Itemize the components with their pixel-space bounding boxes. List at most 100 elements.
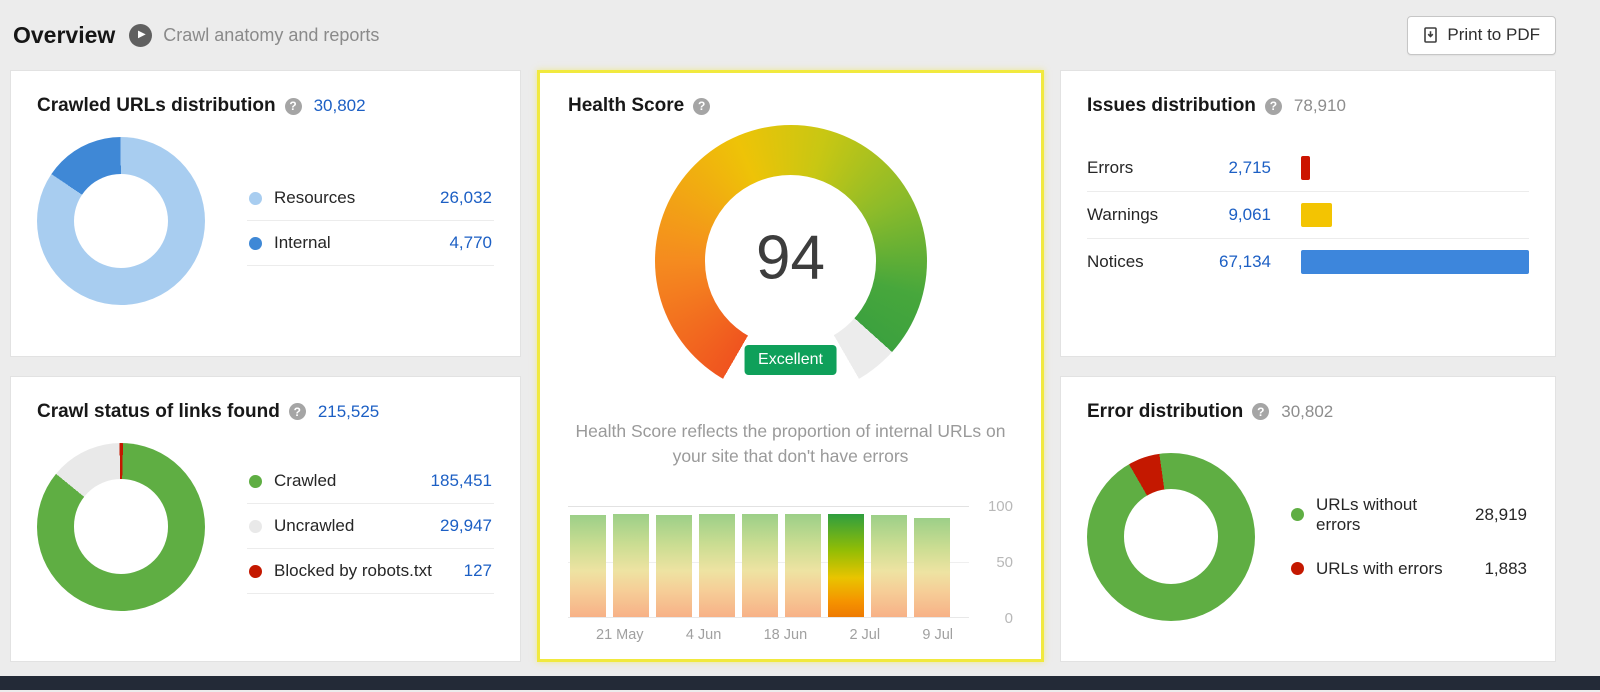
history-plot-area xyxy=(568,506,969,618)
page-header: Overview ▶ Crawl anatomy and reports Pri… xyxy=(0,0,1600,70)
card-title: Health Score xyxy=(568,95,685,116)
issue-row-warnings: Warnings 9,061 xyxy=(1087,192,1529,239)
history-bar-4[interactable] xyxy=(742,513,778,617)
dashboard-grid: Crawled URLs distribution ? 30,802 Resou… xyxy=(0,70,1600,662)
y-tick-50: 50 xyxy=(996,554,1013,571)
error-distribution-card: Error distribution ? 30,802 URLs without… xyxy=(1060,375,1556,662)
legend-value-link[interactable]: 4,770 xyxy=(449,233,492,252)
card-body: Crawled 185,451 Uncrawled 29,947 Blocked… xyxy=(37,442,494,611)
errors-bar[interactable] xyxy=(1301,156,1311,180)
play-video-icon[interactable]: ▶ xyxy=(129,23,153,47)
history-x-axis: 21 May 4 Jun 18 Jun 2 Jul 9 Jul xyxy=(568,618,969,643)
bottom-strip xyxy=(0,676,1600,690)
card-header: Crawled URLs distribution ? 30,802 xyxy=(37,95,494,117)
left-column: Crawled URLs distribution ? 30,802 Resou… xyxy=(10,70,521,662)
legend-value: 28,919 xyxy=(1475,504,1527,524)
legend-dot xyxy=(249,519,262,533)
issue-bar-track xyxy=(1301,250,1529,274)
print-button-label: Print to PDF xyxy=(1447,25,1540,44)
crawled-urls-total-link[interactable]: 30,802 xyxy=(313,96,366,115)
y-tick-100: 100 xyxy=(987,498,1013,515)
issue-row-notices: Notices 67,134 xyxy=(1087,239,1529,285)
help-icon[interactable]: ? xyxy=(1252,403,1270,420)
history-bar-7[interactable] xyxy=(871,514,907,617)
health-score-card: Health Score ? 94 Excellent Health Score… xyxy=(537,70,1044,662)
legend-label: Blocked by robots.txt xyxy=(274,561,432,580)
issues-rows: Errors 2,715 Warnings 9,061 Notices 67,1… xyxy=(1087,145,1529,285)
legend-value-link[interactable]: 127 xyxy=(463,561,492,580)
help-icon[interactable]: ? xyxy=(288,403,306,420)
crawled-urls-distribution-card: Crawled URLs distribution ? 30,802 Resou… xyxy=(10,70,521,357)
legend-dot xyxy=(1291,562,1304,575)
history-bar-3[interactable] xyxy=(699,513,735,617)
legend-row-urls-with-errors: URLs with errors 1,883 xyxy=(1289,547,1529,591)
issues-distribution-card: Issues distribution ? 78,910 Errors 2,71… xyxy=(1060,70,1556,357)
card-header: Health Score ? xyxy=(568,95,1013,117)
card-title: Error distribution xyxy=(1087,400,1244,422)
legend: Resources 26,032 Internal 4,770 xyxy=(247,176,494,266)
x-label: 2 Jul xyxy=(849,627,881,643)
crawled-urls-donut-chart[interactable] xyxy=(37,137,205,305)
history-bar-8[interactable] xyxy=(914,518,950,617)
x-label: 4 Jun xyxy=(685,627,722,643)
legend-row-urls-without-errors: URLs without errors 28,919 xyxy=(1289,483,1529,547)
history-bar-6[interactable] xyxy=(828,513,864,617)
help-icon[interactable]: ? xyxy=(284,97,302,115)
crawl-status-total-link[interactable]: 215,525 xyxy=(317,401,380,421)
card-body: Resources 26,032 Internal 4,770 xyxy=(37,137,494,305)
legend-dot xyxy=(249,191,262,205)
history-bar-2[interactable] xyxy=(656,514,692,617)
card-header: Crawl status of links found ? 215,525 xyxy=(37,401,494,423)
health-score-history-chart: 100 50 0 21 May 4 Jun 18 Jun 2 Jul 9 Jul xyxy=(568,498,1013,643)
legend-row-crawled: Crawled 185,451 xyxy=(247,459,494,504)
x-label: 21 May xyxy=(596,627,644,643)
issue-value-link[interactable]: 9,061 xyxy=(1228,205,1271,224)
legend-row-internal: Internal 4,770 xyxy=(247,221,494,266)
error-distribution-donut-chart[interactable] xyxy=(1087,452,1255,621)
issue-bar-track xyxy=(1301,156,1529,180)
notices-bar[interactable] xyxy=(1301,250,1529,274)
help-icon[interactable]: ? xyxy=(1264,97,1282,115)
page-subtitle: Crawl anatomy and reports xyxy=(163,24,380,45)
x-label: 18 Jun xyxy=(763,627,808,643)
legend-label: Uncrawled xyxy=(274,516,355,535)
legend-dot xyxy=(249,564,262,578)
help-icon[interactable]: ? xyxy=(693,97,711,115)
legend-row-uncrawled: Uncrawled 29,947 xyxy=(247,504,494,549)
health-score-value: 94 xyxy=(756,223,825,293)
issue-value-link[interactable]: 67,134 xyxy=(1219,252,1271,271)
legend-value: 1,883 xyxy=(1484,558,1527,578)
history-bar-5[interactable] xyxy=(785,513,821,617)
card-body: URLs without errors 28,919 URLs with err… xyxy=(1087,452,1529,621)
x-label: 9 Jul xyxy=(922,627,953,643)
card-header: Error distribution ? 30,802 xyxy=(1087,401,1529,423)
history-bar-1[interactable] xyxy=(613,513,649,617)
right-column: Issues distribution ? 78,910 Errors 2,71… xyxy=(1060,70,1556,662)
page-title: Overview xyxy=(13,21,116,48)
legend-value-link[interactable]: 26,032 xyxy=(440,188,492,207)
legend-value-link[interactable]: 29,947 xyxy=(440,516,492,535)
y-tick-0: 0 xyxy=(1004,610,1013,627)
legend: URLs without errors 28,919 URLs with err… xyxy=(1289,483,1529,591)
print-to-pdf-button[interactable]: Print to PDF xyxy=(1407,15,1556,55)
legend-label: URLs with errors xyxy=(1316,558,1443,578)
warnings-bar[interactable] xyxy=(1301,203,1332,227)
history-bar-0[interactable] xyxy=(570,514,606,617)
health-score-description: Health Score reflects the proportion of … xyxy=(575,421,1006,466)
legend-label: URLs without errors xyxy=(1316,494,1418,534)
issue-value-link[interactable]: 2,715 xyxy=(1228,158,1271,177)
health-score-rating-badge: Excellent xyxy=(744,345,837,375)
legend-label: Internal xyxy=(274,233,331,252)
crawl-status-donut-chart[interactable] xyxy=(37,442,205,611)
legend-dot xyxy=(249,474,262,488)
card-title: Issues distribution xyxy=(1087,95,1256,116)
card-title: Crawl status of links found xyxy=(37,400,280,422)
issue-label: Errors xyxy=(1087,158,1134,177)
health-score-gauge[interactable]: 94 Excellent xyxy=(654,125,927,397)
issue-label: Warnings xyxy=(1087,205,1159,224)
legend-dot xyxy=(249,236,262,250)
history-bars xyxy=(570,507,969,617)
card-title: Crawled URLs distribution xyxy=(37,95,276,116)
error-distribution-total: 30,802 xyxy=(1281,401,1334,421)
legend-value-link[interactable]: 185,451 xyxy=(430,471,492,490)
